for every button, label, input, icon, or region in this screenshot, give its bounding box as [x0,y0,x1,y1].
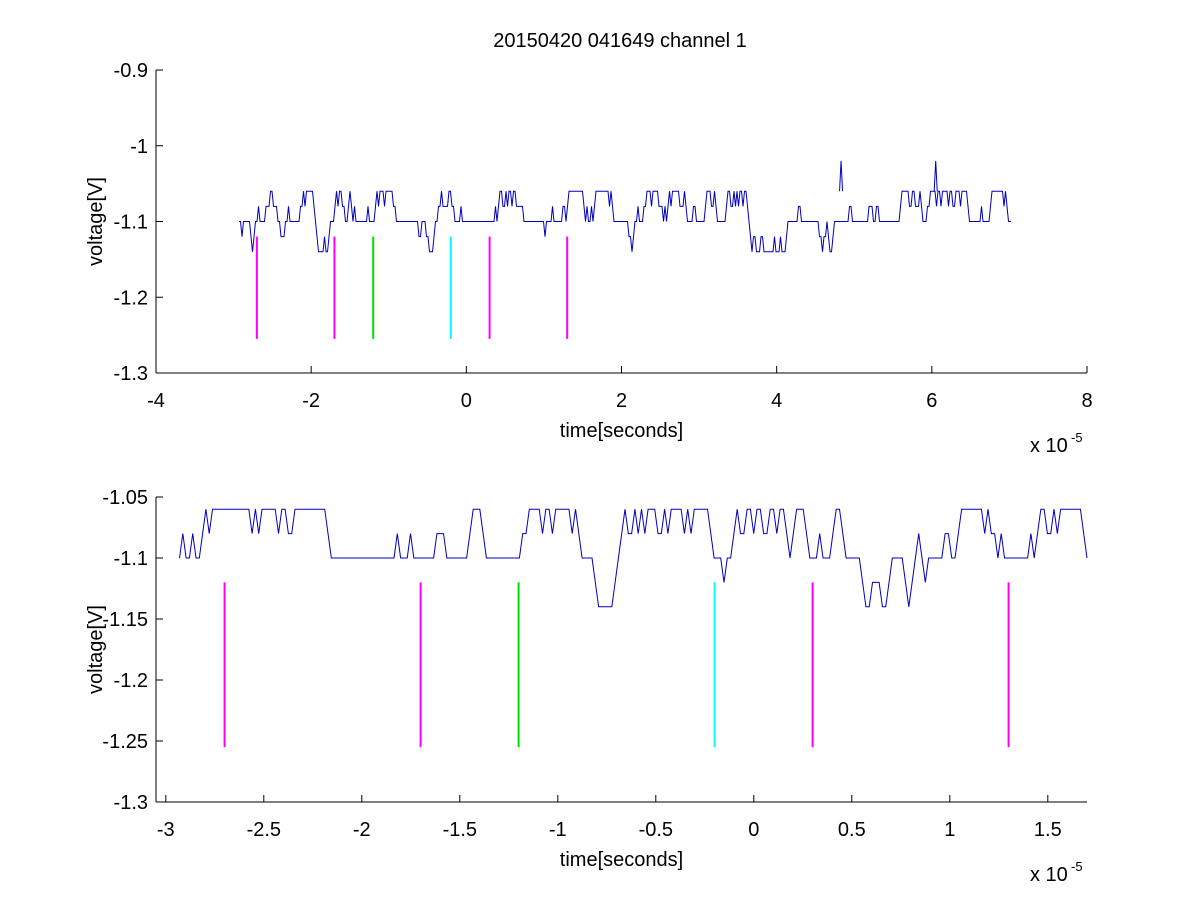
x-multiplier-exponent: -5 [1071,430,1083,445]
x-multiplier-label: x 10 [1030,435,1068,457]
y-axis-label: voltage[V] [85,177,107,266]
x-multiplier-label: x 10 [1030,864,1068,886]
x-tick-label: -1.5 [443,819,477,841]
x-tick-label: 4 [771,390,782,412]
signal-peak [839,160,844,192]
x-tick-label: 6 [926,390,937,412]
figure-title: 20150420 041649 channel 1 [493,30,747,52]
x-tick-label: 8 [1081,390,1092,412]
signal-peak [933,160,938,192]
y-tick-label: -1.1 [114,212,148,234]
x-tick-label: 0 [748,819,759,841]
x-tick-label: 0 [461,390,472,412]
x-tick-label: -4 [147,390,165,412]
x-tick-label: 1 [944,819,955,841]
y-tick-label: -0.9 [114,60,148,82]
signal-trace [179,508,1088,608]
y-axis-label: voltage[V] [85,605,107,694]
y-tick-label: -1 [130,136,148,158]
x-tick-label: -2.5 [247,819,281,841]
x-tick-label: -2 [353,819,371,841]
y-tick-label: -1.2 [114,287,148,309]
x-tick-label: -0.5 [639,819,673,841]
y-tick-label: -1.2 [114,670,148,692]
y-tick-label: -1.1 [114,548,148,570]
x-axis-label: time[seconds] [560,420,683,442]
top-plot: -1.3 -1.2 -1.1 -1 -0.9 -4 -2 0 2 4 6 8 time[seconds]… [85,60,1093,457]
signal-trace [239,190,1011,253]
x-tick-label: 1.5 [1034,819,1062,841]
y-tick-label: -1.05 [102,487,148,509]
x-multiplier-exponent: -5 [1071,859,1083,874]
x-tick-label: 0.5 [838,819,866,841]
y-tick-label: -1.3 [114,792,148,814]
x-tick-label: -3 [157,819,175,841]
bottom-plot: -1.3 -1.25 -1.2 -1.15 -1.1 -1.05 -3 -2.5 -2 -1.5 -… [85,487,1088,886]
x-tick-label: -2 [302,390,320,412]
y-tick-label: -1.3 [114,363,148,385]
x-axis-label: time[seconds] [560,849,683,871]
x-tick-label: -1 [549,819,567,841]
y-tick-label: -1.25 [102,731,148,753]
y-tick-label: -1.15 [102,609,148,631]
x-tick-label: 2 [616,390,627,412]
